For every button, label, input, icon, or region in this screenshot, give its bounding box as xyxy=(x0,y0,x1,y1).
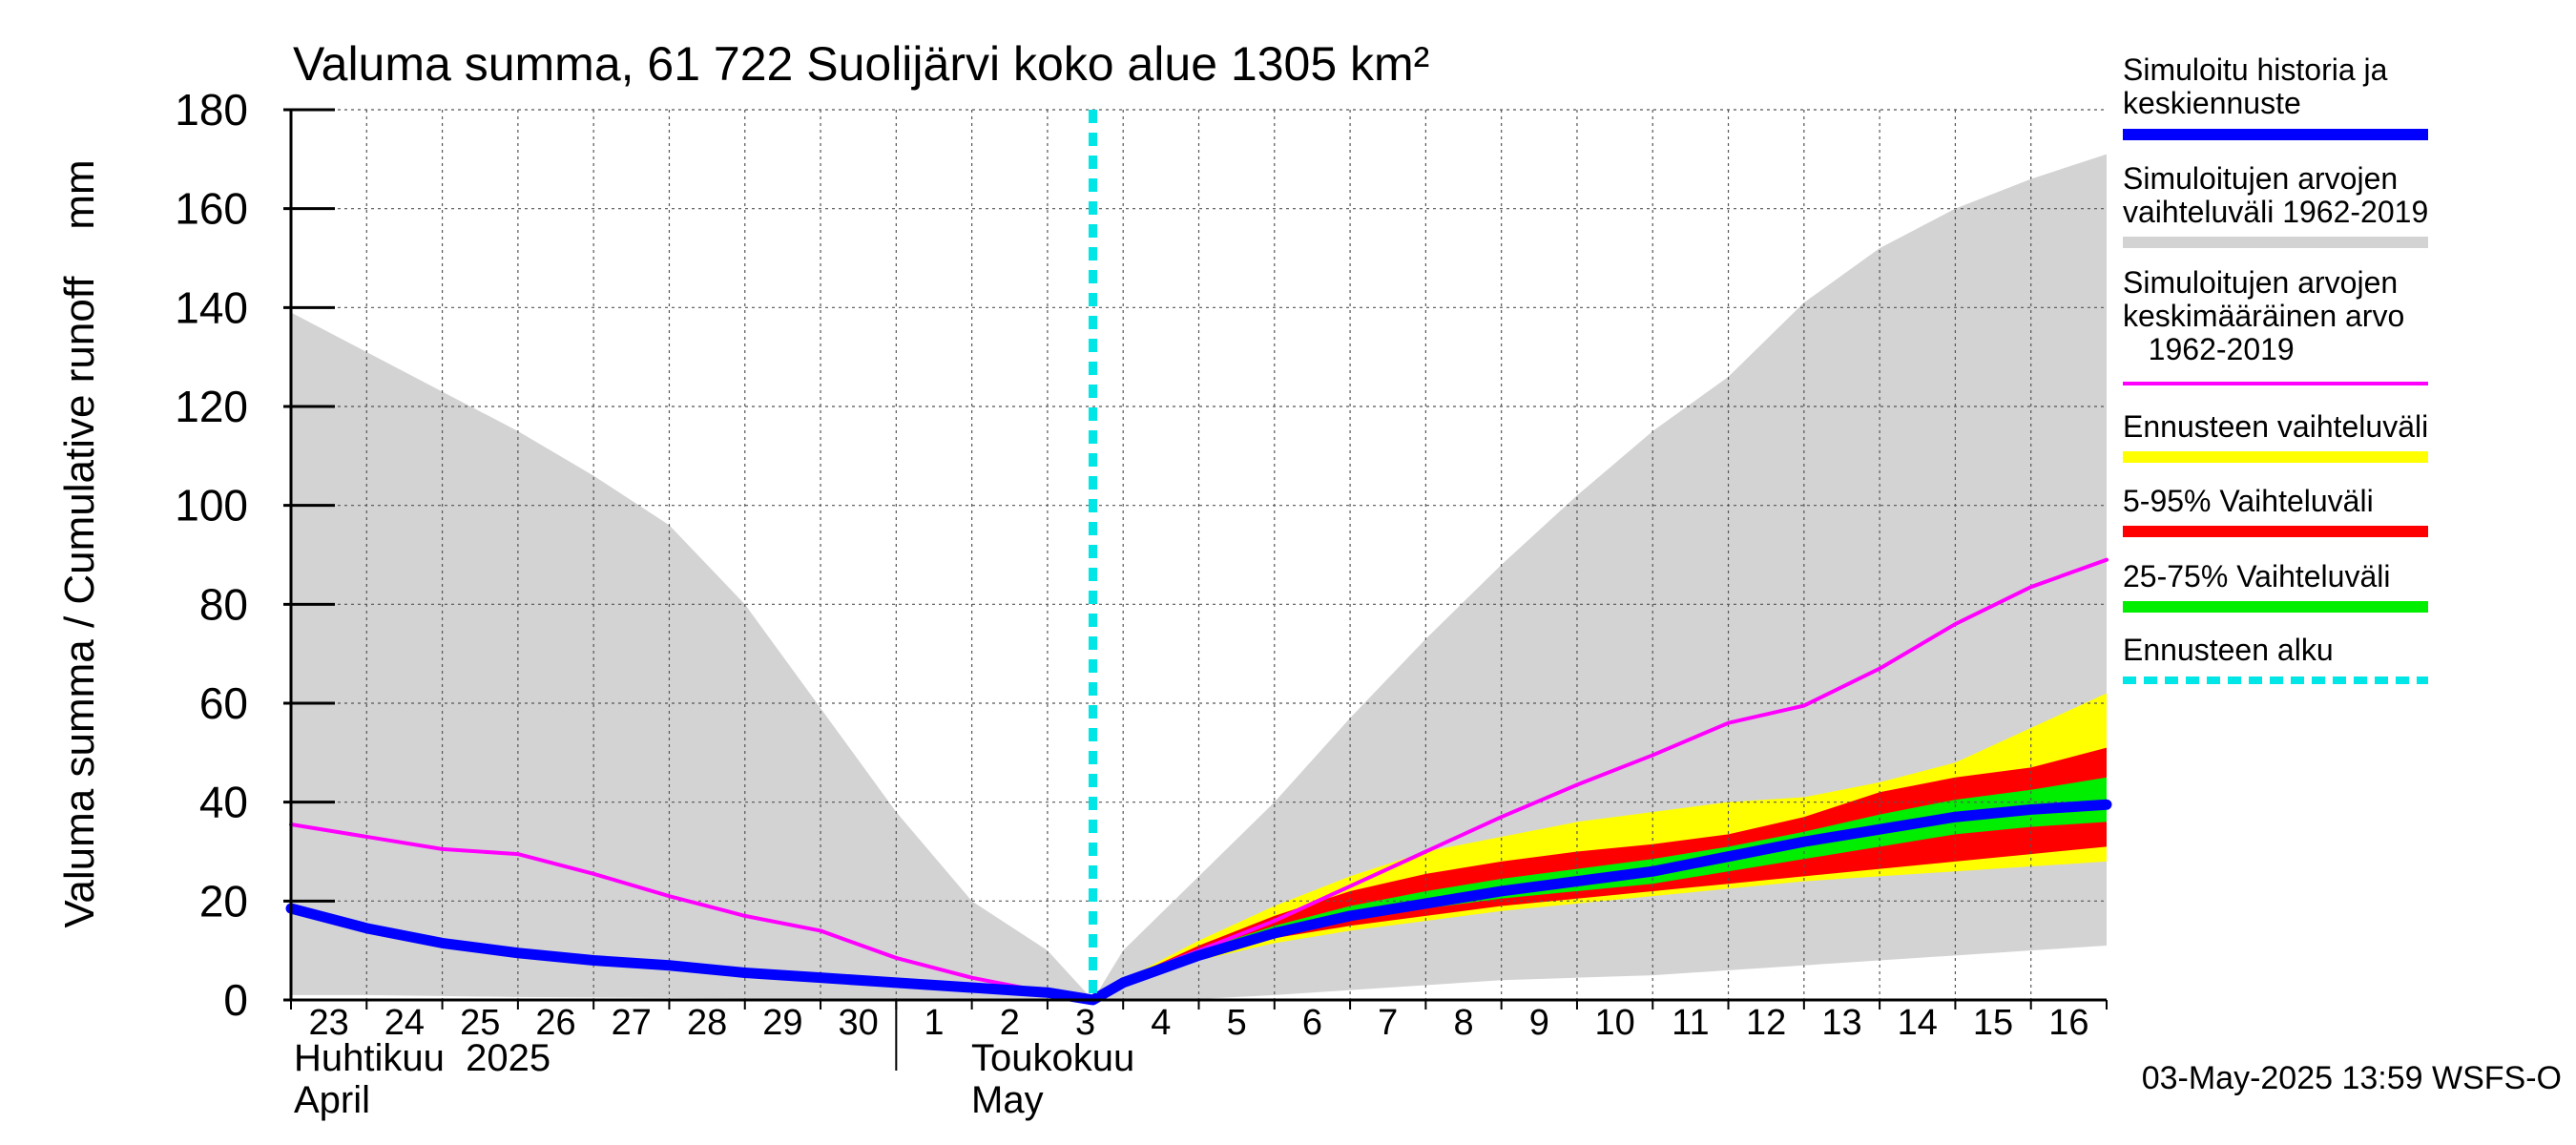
timestamp-footer: 03-May-2025 13:59 WSFS-O xyxy=(2142,1060,2562,1096)
x-tick-label: 28 xyxy=(687,1003,727,1043)
month-label-april-fi: Huhtikuu 2025 xyxy=(294,1037,551,1079)
legend-label: 1962-2019 xyxy=(2123,332,2295,366)
lines-layer xyxy=(285,110,2112,1006)
legend-label: keskimääräinen arvo xyxy=(2123,299,2404,333)
x-tick-label: 23 xyxy=(309,1003,349,1043)
y-tick-label: 120 xyxy=(175,382,248,431)
x-tick-label: 5 xyxy=(1227,1003,1247,1043)
month-label-may-en: May xyxy=(971,1079,1044,1121)
x-tick-label: 29 xyxy=(762,1003,802,1043)
y-tick-label: 0 xyxy=(223,975,248,1025)
legend-label: Simuloitujen arvojen xyxy=(2123,161,2398,196)
month-label-april-en: April xyxy=(294,1079,370,1121)
x-tick-label: 8 xyxy=(1453,1003,1473,1043)
y-tick-label: 80 xyxy=(199,579,248,629)
y-tick-label: 20 xyxy=(199,876,248,926)
x-tick-label: 30 xyxy=(839,1003,879,1043)
x-tick-labels: 23 24 25 26 27 28 29 30 1 2 3 4 5 6 7 8 9 10 11 12 13 14 15 16 xyxy=(309,1003,2089,1043)
y-tick-label: 100 xyxy=(175,481,248,531)
chart-title: Valuma summa, 61 722 Suolijärvi koko alu… xyxy=(293,37,1429,91)
x-tick-label: 1 xyxy=(924,1003,944,1043)
x-tick-label: 12 xyxy=(1746,1003,1786,1043)
y-tick-label: 40 xyxy=(199,778,248,827)
x-tick-label: 9 xyxy=(1529,1003,1549,1043)
legend-label: Simuloitujen arvojen xyxy=(2123,265,2398,300)
x-tick-label: 16 xyxy=(2048,1003,2088,1043)
x-tick-label: 15 xyxy=(1973,1003,2013,1043)
x-tick-label: 6 xyxy=(1302,1003,1322,1043)
x-tick-label: 25 xyxy=(460,1003,500,1043)
y-tick-label: 180 xyxy=(175,85,248,135)
x-tick-label: 26 xyxy=(535,1003,575,1043)
x-tick-label: 14 xyxy=(1898,1003,1938,1043)
legend-label: Simuloitu historia ja xyxy=(2123,52,2388,87)
y-tick-label: 140 xyxy=(175,282,248,332)
legend-label: 25-75% Vaihteluväli xyxy=(2123,559,2390,593)
x-tick-label: 10 xyxy=(1594,1003,1634,1043)
x-tick-label: 7 xyxy=(1378,1003,1398,1043)
y-tick-label: 160 xyxy=(175,184,248,234)
band-series-0 xyxy=(291,154,2107,1000)
y-tick-label: 60 xyxy=(199,678,248,728)
axes-layer: 0 20 40 60 80 100 120 140 160 180 xyxy=(175,85,2108,1071)
legend-label: keskiennuste xyxy=(2123,86,2301,120)
x-tick-label: 27 xyxy=(612,1003,652,1043)
x-tick-label: 3 xyxy=(1075,1003,1095,1043)
x-tick-label: 2 xyxy=(1000,1003,1020,1043)
legend-label: Ennusteen alku xyxy=(2123,633,2334,667)
legend-label: vaihteluväli 1962-2019 xyxy=(2123,195,2428,229)
x-tick-label: 4 xyxy=(1151,1003,1171,1043)
month-label-may-fi: Toukokuu xyxy=(971,1037,1134,1079)
x-tick-label: 13 xyxy=(1821,1003,1861,1043)
y-axis-label: Valuma summa / Cumulative runoff mm xyxy=(56,159,103,927)
legend-label: Ennusteen vaihteluväli xyxy=(2123,409,2428,444)
x-tick-label: 24 xyxy=(384,1003,425,1043)
line-series-5 xyxy=(285,799,2112,1006)
legend-label: 5-95% Vaihteluväli xyxy=(2123,484,2374,518)
x-tick-label: 11 xyxy=(1672,1003,1709,1043)
